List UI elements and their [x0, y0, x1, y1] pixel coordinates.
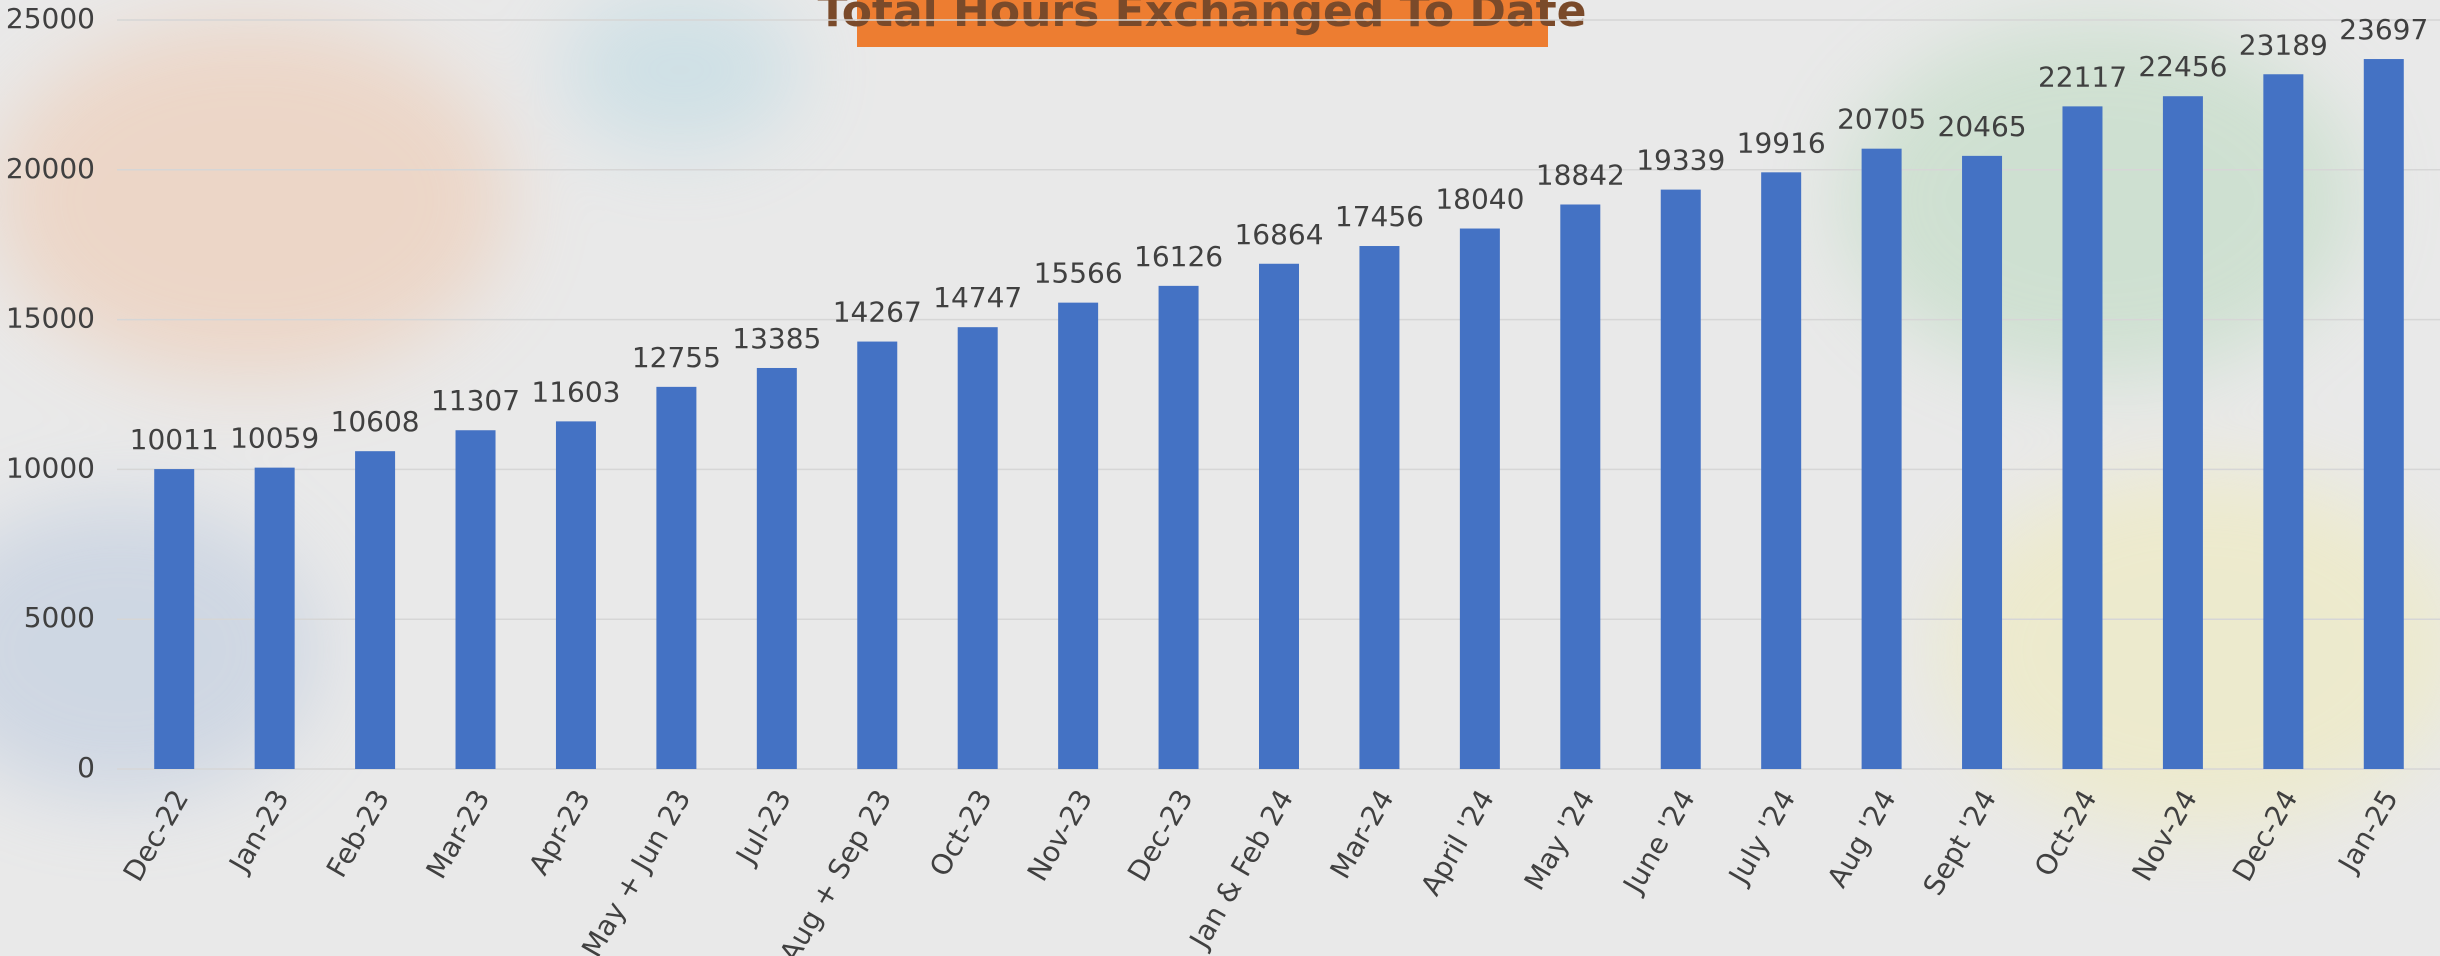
x-tick-label: Aug '24 — [1821, 784, 1903, 893]
bar — [556, 421, 596, 769]
bar — [1661, 190, 1701, 769]
x-tick-label: Jul-23 — [728, 784, 797, 871]
bar — [656, 387, 696, 769]
x-tick-label: Dec-23 — [1121, 784, 1200, 887]
bar — [456, 430, 496, 769]
x-tick-label: June '24 — [1616, 784, 1702, 900]
bar — [1962, 156, 2002, 769]
bar — [1560, 204, 1600, 769]
x-tick-label: Nov-23 — [1021, 784, 1099, 887]
bar — [154, 469, 194, 769]
data-label: 18842 — [1536, 158, 1625, 191]
x-tick-label: Mar-24 — [1323, 784, 1400, 884]
data-label: 11603 — [531, 375, 620, 408]
data-label: 23189 — [2239, 28, 2328, 61]
x-tick-label: Oct-23 — [923, 784, 999, 882]
bar — [958, 327, 998, 769]
data-label: 22456 — [2138, 50, 2227, 83]
data-label: 11307 — [431, 384, 520, 417]
data-label: 17456 — [1335, 200, 1424, 233]
bar — [2364, 59, 2404, 769]
data-label: 14267 — [833, 296, 922, 329]
y-tick-label: 20000 — [6, 152, 95, 185]
data-label: 19916 — [1737, 126, 1826, 159]
data-label: 20705 — [1837, 103, 1926, 136]
x-tick-label: May '24 — [1518, 784, 1602, 896]
bar — [1159, 286, 1199, 769]
bar — [355, 451, 395, 769]
x-tick-label: Apr-23 — [522, 784, 597, 881]
x-tick-label: Feb-23 — [320, 784, 396, 883]
x-tick-label: May + Jun 23 — [575, 784, 697, 956]
bar — [1761, 172, 1801, 769]
page: Total Hours Exchanged To Date 0 5000 10000… — [0, 0, 2440, 956]
data-label: 16864 — [1234, 218, 1323, 251]
bar — [1058, 303, 1098, 769]
bar — [757, 368, 797, 769]
x-tick-label: July '24 — [1721, 784, 1802, 891]
data-label: 10059 — [230, 422, 319, 455]
x-tick-label: Mar-23 — [420, 784, 497, 884]
y-tick-label: 15000 — [6, 302, 95, 335]
x-tick-label: Sept '24 — [1916, 784, 2003, 901]
x-tick-label: Oct-24 — [2028, 784, 2104, 882]
x-tick-label: April '24 — [1414, 784, 1501, 901]
data-label: 16126 — [1134, 240, 1223, 273]
bar — [1259, 264, 1299, 769]
data-label: 14747 — [933, 281, 1022, 314]
x-tick-label: Jan-23 — [222, 784, 296, 879]
data-label: 19339 — [1636, 144, 1725, 177]
bar — [1862, 149, 1902, 769]
y-tick-label: 5000 — [24, 601, 95, 634]
data-label: 15566 — [1034, 257, 1123, 290]
data-label: 10011 — [130, 423, 219, 456]
bar — [2062, 106, 2102, 769]
bar — [255, 468, 295, 769]
x-tick-label: Jan & Feb 24 — [1182, 784, 1300, 955]
data-label: 23697 — [2339, 13, 2428, 46]
data-label: 20465 — [1938, 110, 2027, 143]
bar — [2163, 96, 2203, 769]
data-label: 22117 — [2038, 60, 2127, 93]
data-label: 18040 — [1435, 183, 1524, 216]
chart-title: Total Hours Exchanged To Date — [818, 0, 1587, 37]
bar — [857, 342, 897, 769]
data-label: 10608 — [331, 405, 420, 438]
data-label: 13385 — [732, 322, 821, 355]
chart: Total Hours Exchanged To Date 0 5000 10000… — [0, 0, 2440, 956]
y-tick-label: 10000 — [6, 451, 95, 484]
bar — [2263, 74, 2303, 769]
y-tick-label: 25000 — [6, 2, 95, 35]
data-label: 12755 — [632, 341, 721, 374]
bar — [1460, 229, 1500, 769]
y-tick-label: 0 — [77, 751, 95, 784]
bar — [1359, 246, 1399, 769]
